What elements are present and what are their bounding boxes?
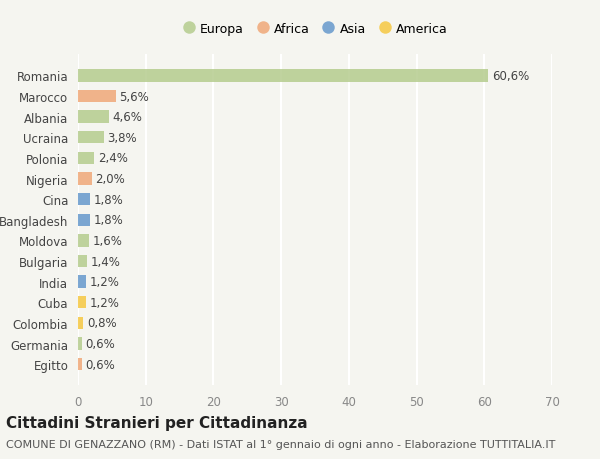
Bar bbox=[78, 91, 116, 103]
Bar bbox=[78, 358, 82, 370]
Bar bbox=[78, 214, 90, 226]
Bar bbox=[78, 132, 104, 144]
Bar bbox=[78, 70, 488, 83]
Bar bbox=[78, 194, 90, 206]
Text: 2,4%: 2,4% bbox=[98, 152, 128, 165]
Text: 1,4%: 1,4% bbox=[91, 255, 121, 268]
Text: 2,0%: 2,0% bbox=[95, 173, 125, 185]
Text: Cittadini Stranieri per Cittadinanza: Cittadini Stranieri per Cittadinanza bbox=[6, 415, 308, 430]
Text: 0,6%: 0,6% bbox=[85, 358, 115, 371]
Bar bbox=[78, 276, 86, 288]
Legend: Europa, Africa, Asia, America: Europa, Africa, Asia, America bbox=[178, 18, 452, 41]
Text: COMUNE DI GENAZZANO (RM) - Dati ISTAT al 1° gennaio di ogni anno - Elaborazione : COMUNE DI GENAZZANO (RM) - Dati ISTAT al… bbox=[6, 440, 556, 449]
Text: 3,8%: 3,8% bbox=[107, 132, 137, 145]
Bar bbox=[78, 152, 94, 165]
Text: 0,6%: 0,6% bbox=[85, 337, 115, 350]
Bar bbox=[78, 297, 86, 309]
Text: 1,2%: 1,2% bbox=[89, 275, 119, 289]
Bar bbox=[78, 111, 109, 123]
Bar bbox=[78, 338, 82, 350]
Text: 1,8%: 1,8% bbox=[94, 214, 124, 227]
Bar bbox=[78, 173, 92, 185]
Text: 1,6%: 1,6% bbox=[92, 235, 122, 247]
Text: 1,8%: 1,8% bbox=[94, 193, 124, 206]
Text: 4,6%: 4,6% bbox=[113, 111, 142, 124]
Text: 5,6%: 5,6% bbox=[119, 90, 149, 103]
Text: 60,6%: 60,6% bbox=[492, 70, 529, 83]
Bar bbox=[78, 235, 89, 247]
Bar bbox=[78, 255, 88, 268]
Text: 0,8%: 0,8% bbox=[87, 317, 116, 330]
Text: 1,2%: 1,2% bbox=[89, 296, 119, 309]
Bar bbox=[78, 317, 83, 330]
